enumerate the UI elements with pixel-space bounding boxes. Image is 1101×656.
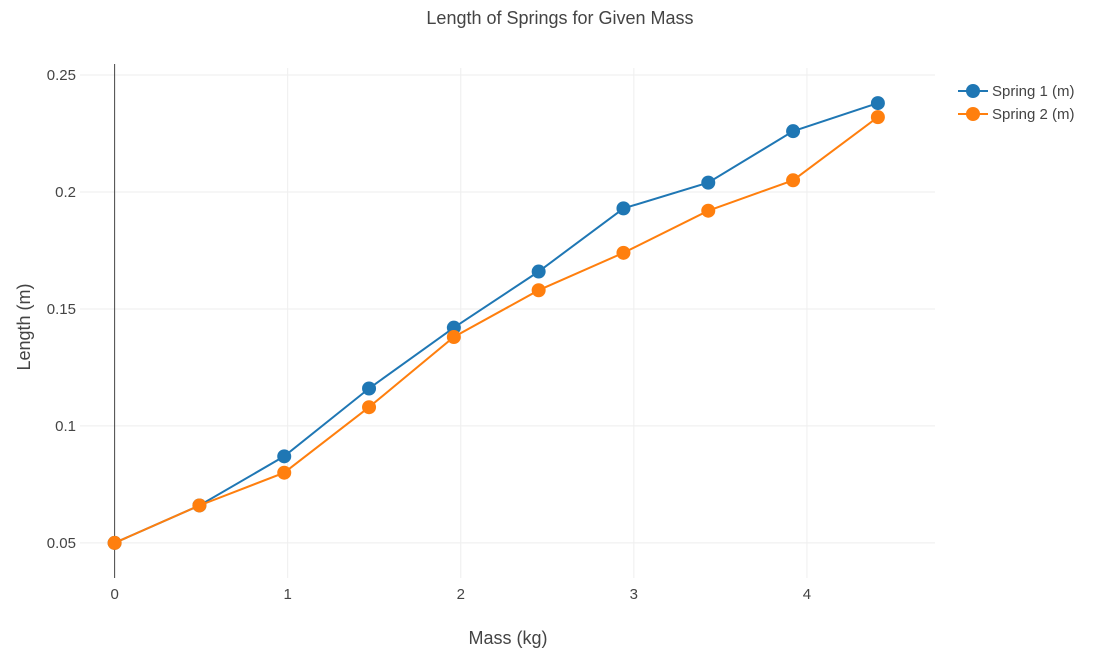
series-2-point[interactable] [786,173,801,188]
x-axis-title: Mass (kg) [468,628,547,648]
data-series [107,96,885,550]
x-tick-label: 0 [110,586,118,603]
x-tick-label: 4 [803,586,811,603]
legend-label: Spring 2 (m) [992,106,1075,123]
series-1-point[interactable] [786,124,801,139]
series-1-point[interactable] [701,175,716,190]
x-tick-label: 2 [457,586,465,603]
y-tick-label: 0.25 [47,67,76,84]
series-2-point[interactable] [277,465,292,480]
series-1-point[interactable] [616,201,631,216]
y-axis-title: Length (m) [14,283,34,370]
legend-item-1[interactable]: Spring 1 (m) [958,83,1075,100]
axes: 0.05 0.1 0.15 0.2 0.25 0 1 2 3 4 [47,64,811,603]
series-1-point[interactable] [870,96,885,111]
y-tick-label: 0.1 [55,418,76,435]
grid-lines [80,68,935,578]
legend-label: Spring 1 (m) [992,83,1075,100]
x-tick-label: 3 [630,586,638,603]
legend-marker [966,107,980,121]
y-tick-label: 0.15 [47,301,76,318]
series-2-line [114,116,879,544]
series-2 [107,110,885,550]
series-2-point[interactable] [701,203,716,218]
series-2-point[interactable] [446,330,461,345]
series-1 [107,96,885,550]
legend[interactable]: Spring 1 (m) Spring 2 (m) [958,83,1075,123]
y-tick-label: 0.2 [55,184,76,201]
x-tick-label: 1 [284,586,292,603]
y-tick-label: 0.05 [47,535,76,552]
legend-marker [966,84,980,98]
series-2-point[interactable] [531,283,546,298]
legend-item-2[interactable]: Spring 2 (m) [958,106,1075,123]
chart-title: Length of Springs for Given Mass [426,8,693,28]
series-1-point[interactable] [277,449,292,464]
series-1-point[interactable] [531,264,546,279]
series-2-point[interactable] [362,400,377,415]
series-1-point[interactable] [362,381,377,396]
series-1-line [114,102,879,544]
series-2-point[interactable] [616,245,631,260]
series-2-point[interactable] [870,110,885,125]
series-2-point[interactable] [192,498,207,513]
series-2-point[interactable] [107,535,122,550]
